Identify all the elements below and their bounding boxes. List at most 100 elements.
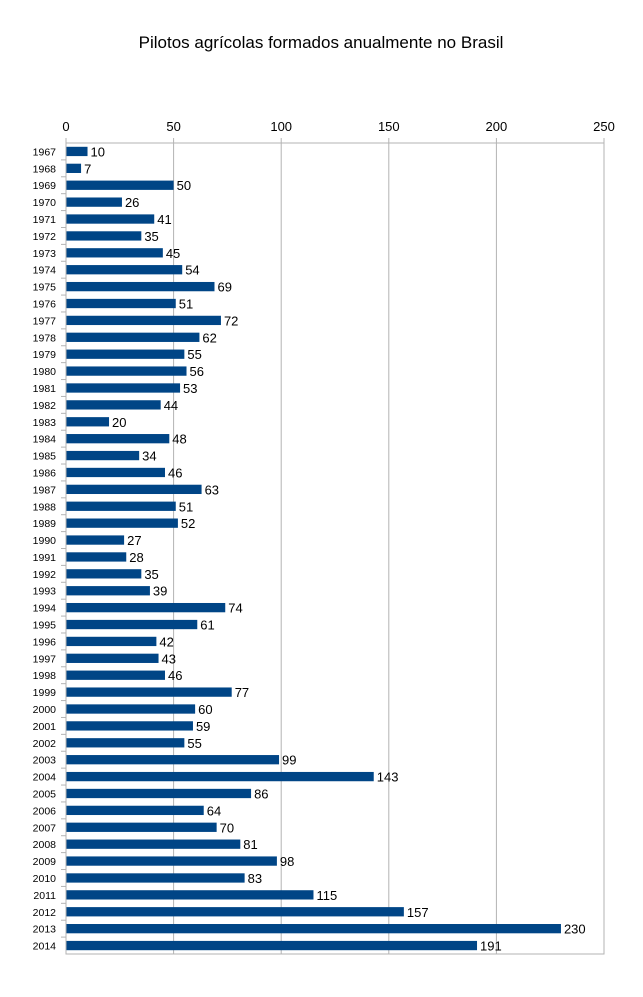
bar [66,738,185,748]
category-label: 2000 [33,704,57,716]
bar [66,653,159,663]
bar [66,383,181,393]
category-label: 1978 [33,332,57,344]
bar [66,214,155,224]
category-label: 2003 [33,755,57,767]
bar [66,180,174,190]
category-label: 2005 [33,788,57,800]
data-label: 230 [564,922,586,937]
data-label: 35 [144,567,158,582]
data-label: 41 [157,212,171,227]
category-label: 1981 [33,383,57,395]
category-label: 1998 [33,670,57,682]
bar [66,636,157,647]
bar [66,586,150,596]
category-label: 1977 [33,315,57,327]
bar [66,602,226,613]
category-label: 1985 [33,451,57,463]
bar [66,467,165,478]
data-label: 59 [196,719,210,734]
category-label: 1979 [33,349,57,361]
data-label: 55 [187,347,201,362]
category-label: 1991 [33,552,57,564]
category-label: 1995 [33,620,57,632]
data-label: 51 [179,297,193,312]
category-label: 1982 [33,400,57,412]
category-label: 2006 [33,805,57,817]
category-label: 1996 [33,636,57,648]
category-label: 2001 [33,721,57,733]
bar [66,281,215,292]
gridlines [173,143,497,954]
data-label: 34 [142,449,156,464]
bar [66,349,185,359]
bar [66,434,170,444]
data-label: 51 [179,499,193,514]
category-label: 1973 [33,248,57,260]
category-label: 2010 [33,873,57,885]
data-label: 10 [91,144,105,159]
data-label: 191 [480,939,502,954]
bar [66,417,110,427]
x-tick-label: 150 [378,119,400,134]
category-label: 1968 [33,163,57,175]
category-label: 2009 [33,856,57,868]
bar [66,805,204,816]
data-label: 115 [316,888,337,903]
category-label: 2004 [33,772,57,784]
data-label: 63 [205,482,219,497]
data-label: 54 [185,263,199,278]
bar [66,873,245,883]
bar [66,265,183,275]
category-label: 1967 [33,146,57,158]
data-label: 46 [168,465,182,480]
data-label: 81 [243,837,257,852]
bar [66,755,280,765]
bar [66,450,140,461]
bar [66,197,122,207]
data-label: 43 [162,651,176,666]
data-label: 46 [168,668,182,683]
data-label: 69 [217,280,231,295]
bar [66,315,221,326]
data-label: 28 [129,550,143,565]
bar [66,822,217,832]
data-label: 72 [224,313,238,328]
data-label: 42 [159,634,173,649]
bar [66,569,142,579]
category-label: 1992 [33,569,57,581]
data-label: 157 [407,905,429,920]
data-label: 44 [164,398,178,413]
data-label: 35 [144,229,158,244]
data-label: 99 [282,753,296,768]
bar [66,856,277,866]
category-label: 2007 [33,822,57,834]
bar [66,940,478,951]
bar [66,248,163,258]
bar [66,400,161,410]
category-label: 1997 [33,653,57,665]
bar [66,687,232,697]
bar [66,535,125,545]
data-labels: 1075026413545546951726255565344204834466… [84,144,586,953]
data-label: 7 [84,161,91,176]
category-label: 1980 [33,366,57,378]
category-label: 1986 [33,467,57,479]
category-label: 2012 [33,907,57,919]
data-label: 45 [166,246,180,261]
category-label: 1993 [33,586,57,598]
x-tick-label: 250 [593,119,615,134]
category-label: 1969 [33,180,57,192]
bar [66,146,88,157]
bar [66,298,176,309]
category-label: 1976 [33,299,57,311]
category-label: 1971 [33,214,57,226]
bar [66,163,82,173]
category-label: 1984 [33,434,57,446]
bar [66,771,374,782]
data-label: 50 [177,178,191,193]
category-label: 2014 [33,941,57,953]
category-label: 1975 [33,282,57,294]
data-label: 56 [190,364,204,379]
